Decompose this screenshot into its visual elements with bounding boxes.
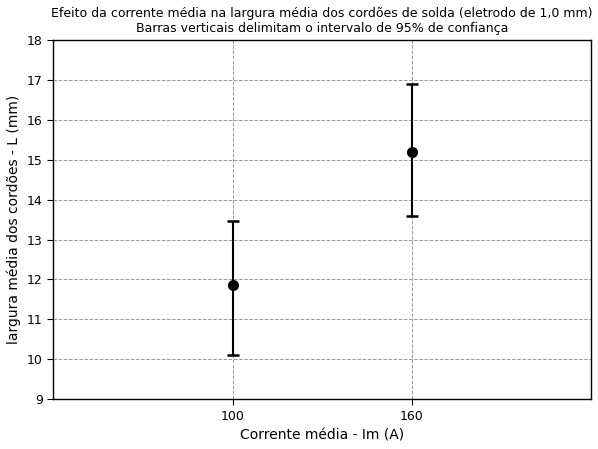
Title: Efeito da corrente média na largura média dos cordões de solda (eletrodo de 1,0 : Efeito da corrente média na largura médi…	[51, 7, 593, 35]
Y-axis label: largura média dos cordões - L (mm): largura média dos cordões - L (mm)	[7, 95, 22, 344]
X-axis label: Corrente média - Im (A): Corrente média - Im (A)	[240, 428, 404, 442]
